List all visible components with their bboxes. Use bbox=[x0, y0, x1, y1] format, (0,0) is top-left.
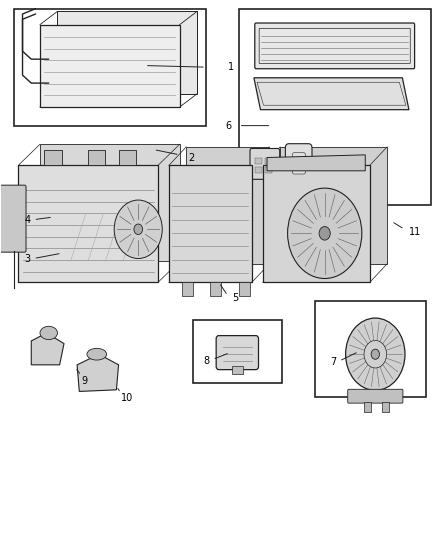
Polygon shape bbox=[169, 165, 252, 282]
Ellipse shape bbox=[87, 349, 106, 360]
Bar bbox=[193, 320, 283, 383]
Polygon shape bbox=[267, 155, 365, 171]
Polygon shape bbox=[18, 165, 158, 282]
FancyBboxPatch shape bbox=[265, 158, 272, 165]
FancyBboxPatch shape bbox=[255, 23, 415, 69]
Bar bbox=[382, 402, 389, 411]
Bar bbox=[315, 301, 426, 397]
Text: 11: 11 bbox=[409, 227, 421, 237]
Polygon shape bbox=[254, 78, 409, 110]
FancyBboxPatch shape bbox=[216, 336, 258, 369]
Bar bbox=[364, 402, 371, 411]
Bar bbox=[119, 150, 136, 165]
Ellipse shape bbox=[40, 326, 57, 340]
Text: 1: 1 bbox=[228, 62, 234, 72]
Polygon shape bbox=[57, 11, 197, 94]
Polygon shape bbox=[40, 25, 180, 107]
Bar bbox=[88, 150, 106, 165]
Polygon shape bbox=[257, 82, 406, 105]
FancyBboxPatch shape bbox=[265, 166, 272, 173]
Bar bbox=[210, 282, 221, 296]
Bar bbox=[14, 9, 206, 126]
Text: 2: 2 bbox=[188, 152, 194, 163]
Bar bbox=[239, 282, 250, 296]
Text: 9: 9 bbox=[81, 376, 88, 386]
Text: 7: 7 bbox=[330, 357, 336, 367]
Bar bbox=[239, 9, 431, 205]
Polygon shape bbox=[263, 165, 370, 282]
FancyBboxPatch shape bbox=[286, 144, 312, 183]
Text: 6: 6 bbox=[226, 120, 232, 131]
Polygon shape bbox=[186, 147, 269, 264]
Text: 4: 4 bbox=[25, 215, 31, 225]
FancyBboxPatch shape bbox=[292, 153, 305, 174]
Polygon shape bbox=[31, 333, 64, 365]
FancyBboxPatch shape bbox=[255, 166, 262, 173]
FancyBboxPatch shape bbox=[0, 185, 26, 252]
FancyBboxPatch shape bbox=[255, 158, 262, 165]
Circle shape bbox=[114, 200, 162, 259]
Circle shape bbox=[346, 318, 405, 390]
Polygon shape bbox=[40, 144, 180, 261]
Text: 3: 3 bbox=[25, 254, 31, 263]
Text: 5: 5 bbox=[232, 293, 238, 303]
Circle shape bbox=[288, 188, 362, 279]
Polygon shape bbox=[77, 354, 119, 391]
Circle shape bbox=[319, 227, 330, 240]
Circle shape bbox=[364, 341, 387, 368]
Polygon shape bbox=[280, 147, 387, 264]
Bar bbox=[232, 367, 243, 374]
Circle shape bbox=[134, 224, 142, 235]
Circle shape bbox=[371, 349, 379, 359]
Text: 10: 10 bbox=[121, 393, 133, 403]
FancyBboxPatch shape bbox=[259, 28, 410, 63]
Text: 8: 8 bbox=[204, 356, 210, 366]
FancyBboxPatch shape bbox=[348, 389, 403, 403]
Bar bbox=[182, 282, 193, 296]
FancyBboxPatch shape bbox=[250, 149, 280, 179]
Bar bbox=[44, 150, 62, 165]
